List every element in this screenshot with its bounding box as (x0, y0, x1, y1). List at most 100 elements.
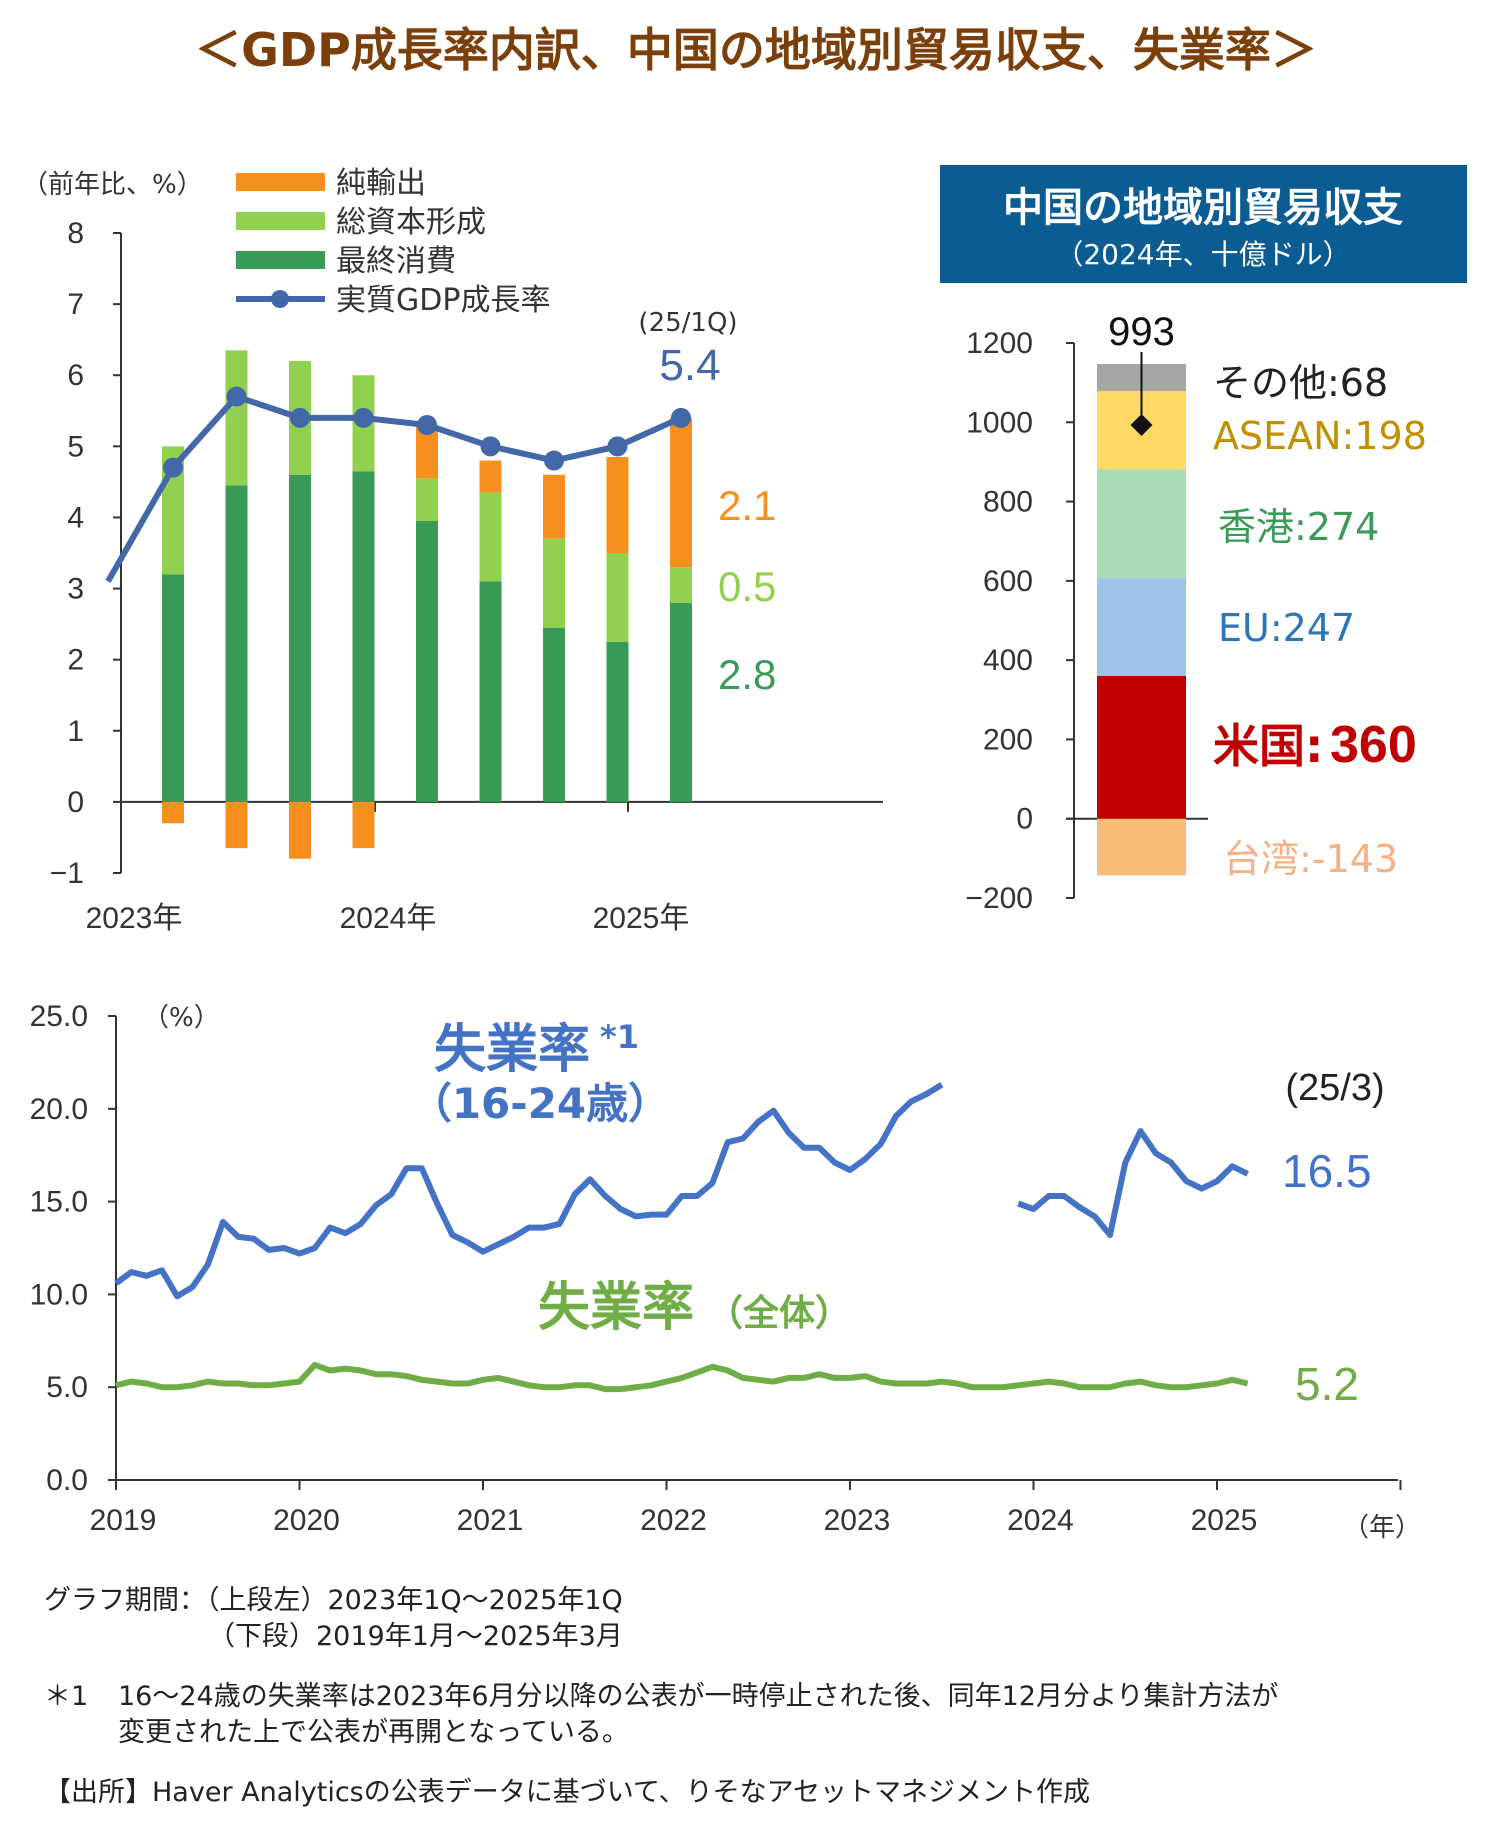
trade-segment-米国 (1097, 676, 1186, 819)
bar-net-exports (289, 801, 311, 859)
youth-sublabel: （16-24歳） (410, 1079, 670, 1128)
gdp-x-label: 2025年 (593, 902, 690, 935)
bar-capital-formation (606, 553, 629, 642)
unemp-x-label: 2025 (1191, 1504, 1258, 1537)
trade-subtitle: （2024年、十億ドル） (1055, 238, 1350, 271)
bar-net-exports (162, 801, 184, 824)
trade-label-香港: 香港:274 (1218, 505, 1379, 549)
trade-y-tick-label: 0 (1016, 803, 1033, 836)
unemp-x-label: 2023 (824, 1504, 891, 1537)
trade-segment-台湾 (1097, 818, 1186, 876)
trade-y-tick-label: 200 (983, 723, 1033, 756)
legend-label: 総資本形成 (336, 205, 486, 240)
trade-y-tick-label: 1000 (966, 406, 1033, 439)
gdp-point (607, 436, 628, 457)
trade-total-marker (1130, 414, 1153, 437)
overall-unemployment-line (115, 1361, 1249, 1393)
bar-capital-formation (225, 350, 248, 486)
gdp-period-label: (25/1Q) (638, 308, 737, 338)
gdp-point (226, 386, 247, 407)
bar-consumption (162, 574, 184, 802)
trade-y-tick-label: 1200 (966, 327, 1033, 360)
bar-consumption (670, 602, 692, 802)
gdp-point (544, 450, 564, 471)
bar-consumption (416, 521, 438, 802)
bar-net-exports (543, 474, 565, 539)
trade-y-tick-label: 600 (983, 565, 1033, 598)
overall-latest-value: 5.2 (1295, 1358, 1359, 1410)
trade-label-us: 米国: (1213, 719, 1323, 773)
bar-consumption (543, 627, 565, 802)
legend-swatch-consumption (236, 251, 325, 269)
bar-consumption (225, 485, 248, 802)
trade-title: 中国の地域別貿易収支 (1003, 185, 1403, 231)
youth-footnote-mark: *1 (600, 1018, 639, 1056)
trade-label-EU: EU:247 (1218, 606, 1355, 650)
trade-y-tick-label: 800 (983, 486, 1033, 519)
unemp-y-tick-label: 25.0 (30, 1000, 88, 1033)
trade-label-その他: その他:68 (1213, 361, 1388, 405)
youth-label: 失業率 (434, 1020, 590, 1080)
unemp-x-label: 2019 (90, 1504, 157, 1537)
unemp-x-label: 2022 (640, 1504, 707, 1537)
bar-net-exports (352, 801, 375, 849)
unemp-unit-label: （%） (143, 1003, 220, 1033)
legend-label: 純輸出 (336, 166, 426, 201)
gdp-y-tick-label: 7 (67, 288, 84, 321)
overall-label: 失業率 (538, 1278, 694, 1338)
trade-header-box (940, 165, 1467, 283)
footer-source: 【出所】Haver Analyticsの公表データに基づいて、りそなアセットマネ… (44, 1777, 1091, 1808)
page-title: ＜GDP成長率内訳、中国の地域別貿易収支、失業率＞ (195, 23, 1317, 77)
legend-swatch-capital (236, 212, 325, 230)
bar-net-exports (606, 457, 629, 553)
bar-capital-formation (670, 567, 692, 603)
trade-segment-香港 (1097, 469, 1186, 579)
trade-value-us: 360 (1330, 716, 1417, 774)
capital-value: 0.5 (718, 563, 776, 610)
youth-unemployment-line (1017, 1128, 1249, 1238)
gdp-y-tick-label: 4 (67, 501, 84, 534)
trade-label-ASEAN: ASEAN:198 (1213, 414, 1427, 458)
footer-period-line1: グラフ期間：（上段左）2023年1Q～2025年1Q (44, 1585, 623, 1616)
bar-net-exports (416, 425, 438, 479)
youth-latest-value: 16.5 (1282, 1145, 1372, 1197)
footer-note-line2: 変更された上で公表が再開となっている。 (118, 1717, 629, 1748)
gdp-y-tick-label: 5 (67, 430, 84, 463)
bar-net-exports (225, 801, 248, 849)
bar-consumption (606, 641, 629, 802)
footer-period-line2: （下段）2019年1月～2025年3月 (208, 1621, 623, 1652)
youth-unemployment-line (114, 1082, 944, 1300)
footer-note-mark: ＊1 (44, 1681, 89, 1712)
footer-note-line1: 16～24歳の失業率は2023年6月分以降の公表が一時停止された後、同年12月分… (118, 1681, 1279, 1712)
bar-consumption (352, 471, 375, 802)
trade-total-label: 993 (1108, 310, 1175, 354)
unemp-y-tick-label: 0.0 (46, 1464, 88, 1497)
bar-net-exports (670, 417, 692, 568)
bar-capital-formation (416, 478, 438, 521)
unemp-y-tick-label: 5.0 (46, 1371, 88, 1404)
bar-net-exports (479, 460, 502, 493)
unemp-y-tick-label: 20.0 (30, 1093, 88, 1126)
legend-label: 実質GDP成長率 (336, 283, 550, 318)
unemp-y-tick-label: 10.0 (30, 1278, 88, 1311)
consumption-value: 2.8 (718, 651, 776, 698)
gdp-y-tick-label: 6 (67, 359, 84, 392)
gdp-point (417, 415, 437, 435)
gdp-point (353, 407, 374, 428)
trade-y-tick-label: −200 (965, 882, 1033, 915)
unemp-x-label: 2021 (457, 1504, 524, 1537)
gdp-y-tick-label: 1 (67, 715, 84, 748)
youth-period-label: (25/3) (1285, 1067, 1384, 1109)
gdp-point (480, 436, 501, 457)
net-exports-value: 2.1 (718, 482, 776, 529)
unemp-x-label: 2024 (1007, 1504, 1074, 1537)
gdp-y-tick-label: 2 (67, 644, 84, 677)
bar-capital-formation (479, 492, 502, 582)
gdp-y-tick-label: −1 (50, 857, 84, 890)
bar-capital-formation (543, 538, 565, 628)
gdp-x-label: 2023年 (86, 902, 183, 935)
trade-label-台湾: 台湾:-143 (1223, 837, 1398, 881)
unemp-x-unit-label: （年） (1343, 1513, 1421, 1543)
legend-label: 最終消費 (336, 244, 456, 279)
